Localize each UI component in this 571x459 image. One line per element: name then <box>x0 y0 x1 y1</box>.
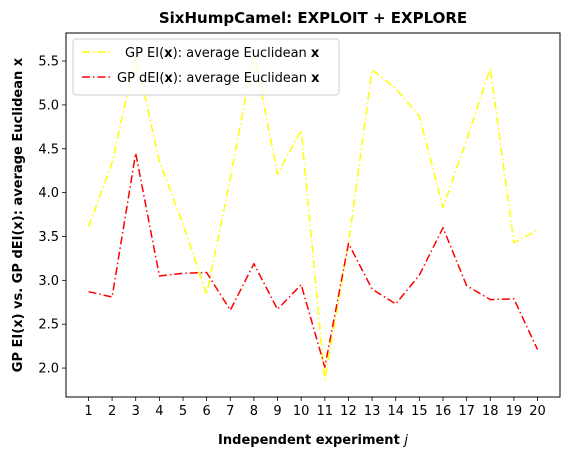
y-tick-label: 3.0 <box>38 274 59 289</box>
y-tick-label: 2.5 <box>38 318 59 333</box>
x-tick-label: 2 <box>108 404 116 419</box>
x-tick-label: 5 <box>179 404 187 419</box>
x-tick-label: 17 <box>458 404 475 419</box>
legend-ei-middle: ): average Euclidean <box>173 46 311 61</box>
y-tick-label: 4.5 <box>38 142 59 157</box>
x-axis: 1 2 3 4 5 6 7 8 9 10 11 12 13 14 15 16 17 18 19 20 <box>84 397 546 419</box>
x-tick-label: 1 <box>84 404 92 419</box>
legend-label-ei: GP EI(x): average Euclidean x <box>125 46 320 61</box>
plot-frame <box>65 32 561 398</box>
y-tick-label: 3.5 <box>38 230 59 245</box>
y-tick-label: 5.0 <box>38 98 59 113</box>
legend-box <box>72 38 340 96</box>
series-layer <box>87 52 539 381</box>
legend-ei-prefix: GP EI( <box>125 46 164 61</box>
x-tick-label: 7 <box>226 404 234 419</box>
x-tick-label: 8 <box>250 404 258 419</box>
x-tick-label: 6 <box>202 404 210 419</box>
y-tick-label: 5.5 <box>38 55 59 70</box>
x-tick-label: 12 <box>340 404 357 419</box>
legend-dei-middle: ): average Euclidean <box>173 71 311 86</box>
legend-dei-suffix: x <box>311 71 320 86</box>
legend: GP EI(x): average Euclidean x GP dEI(x):… <box>72 38 340 96</box>
x-tick-label: 16 <box>435 404 452 419</box>
x-tick-label: 18 <box>482 404 499 419</box>
y-axis-label: GP EI(x) vs. GP dEI(x): average Euclidea… <box>11 57 26 372</box>
y-tick-label: 4.0 <box>38 186 59 201</box>
chart-title: SixHumpCamel: EXPLOIT + EXPLORE <box>159 9 467 27</box>
x-tick-label: 19 <box>506 404 523 419</box>
x-axis-label-variable: j <box>402 433 408 448</box>
legend-ei-suffix: x <box>311 46 320 61</box>
x-axis-label-text: Independent experiment <box>218 433 400 448</box>
x-tick-label: 13 <box>364 404 381 419</box>
legend-label-dei: GP dEI(x): average Euclidean x <box>117 71 320 86</box>
x-tick-label: 14 <box>387 404 404 419</box>
x-tick-label: 3 <box>132 404 140 419</box>
x-tick-label: 9 <box>273 404 281 419</box>
series-line-gp-ei <box>87 52 538 381</box>
legend-ei-bold: x <box>164 46 173 61</box>
series-line-gp-dei <box>88 152 539 368</box>
legend-dei-bold: x <box>164 71 173 86</box>
x-axis-label: Independent experiment j <box>218 433 408 448</box>
legend-dei-prefix: GP dEI( <box>117 71 164 86</box>
x-tick-label: 15 <box>411 404 428 419</box>
x-tick-label: 11 <box>317 404 334 419</box>
x-tick-label: 4 <box>155 404 163 419</box>
x-tick-label: 10 <box>293 404 310 419</box>
x-tick-label: 20 <box>529 404 546 419</box>
y-axis: 2.0 2.5 3.0 3.5 4.0 4.5 5.0 5.5 <box>38 55 66 377</box>
y-tick-label: 2.0 <box>38 362 59 377</box>
